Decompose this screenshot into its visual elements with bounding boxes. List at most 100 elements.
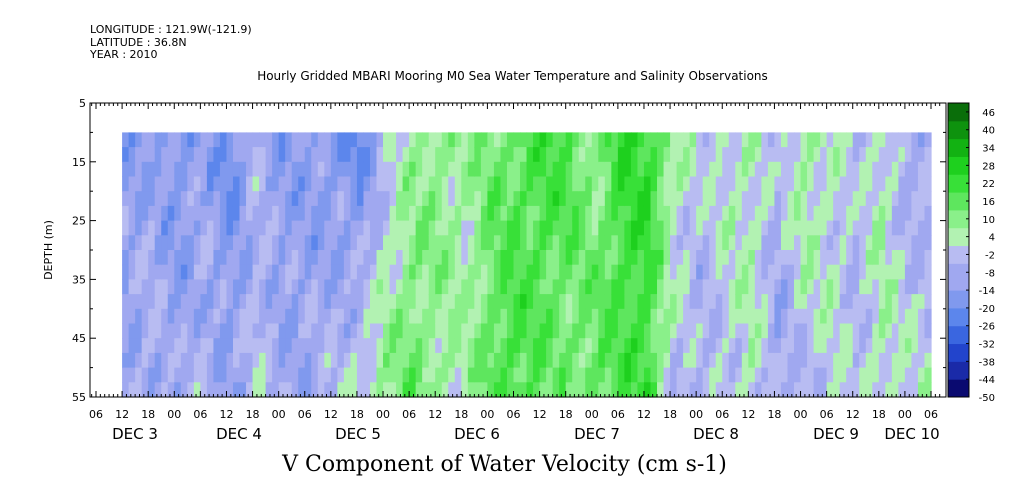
- heatmap-cell: [193, 132, 201, 148]
- heatmap-cell: [904, 338, 913, 354]
- heatmap-cell: [369, 147, 378, 163]
- heatmap-cell: [774, 191, 782, 207]
- heatmap-cell: [878, 323, 886, 339]
- colorbar-label: -50: [979, 393, 995, 404]
- heatmap-cell: [200, 147, 208, 163]
- heatmap-cell: [539, 367, 547, 383]
- heatmap-cell: [891, 147, 899, 163]
- heatmap-cell: [728, 191, 736, 207]
- heatmap-cell: [135, 220, 143, 236]
- heatmap-cell: [454, 191, 462, 207]
- heatmap-cell: [715, 132, 723, 148]
- heatmap-cell: [252, 323, 260, 339]
- heatmap-cell: [898, 132, 906, 148]
- heatmap-cell: [454, 147, 462, 163]
- heatmap-cell: [232, 176, 241, 192]
- heatmap-cell: [298, 205, 306, 222]
- heatmap-cell: [265, 250, 273, 266]
- heatmap-cell: [904, 132, 913, 148]
- heatmap-cell: [800, 279, 808, 295]
- heatmap-cell: [376, 338, 384, 354]
- heatmap-cell: [800, 338, 808, 354]
- heatmap-cell: [246, 382, 254, 398]
- heatmap-cell: [709, 308, 717, 325]
- heatmap-cell: [304, 191, 312, 207]
- x-day-label: DEC 4: [216, 425, 262, 443]
- colorbar-band: [948, 272, 969, 282]
- heatmap-cell: [324, 279, 332, 295]
- heatmap-cell: [689, 352, 697, 369]
- heatmap-cell: [754, 264, 762, 280]
- heatmap-cell: [128, 382, 136, 398]
- heatmap-cell: [422, 161, 430, 178]
- heatmap-cell: [539, 191, 547, 207]
- heatmap-cell: [859, 338, 867, 354]
- heatmap-cell: [878, 161, 886, 178]
- heatmap-cell: [859, 250, 867, 266]
- heatmap-cell: [435, 161, 443, 178]
- heatmap-cell: [754, 220, 762, 236]
- heatmap-cell: [141, 308, 149, 325]
- heatmap-cell: [193, 323, 201, 339]
- heatmap-cell: [435, 382, 443, 398]
- heatmap-cell: [520, 161, 528, 178]
- heatmap-cell: [715, 308, 723, 325]
- heatmap-cell: [774, 338, 782, 354]
- heatmap-cell: [239, 294, 247, 310]
- heatmap-cell: [402, 132, 410, 148]
- heatmap-cell: [852, 220, 860, 236]
- heatmap-cell: [539, 147, 547, 163]
- heatmap-cell: [670, 367, 678, 383]
- heatmap-cell: [285, 338, 293, 354]
- heatmap-cell: [461, 191, 469, 207]
- heatmap-cell: [272, 220, 280, 236]
- heatmap-cell: [917, 382, 926, 398]
- heatmap-cell: [891, 191, 899, 207]
- heatmap-cell: [122, 191, 130, 207]
- heatmap-cell: [311, 294, 319, 310]
- heatmap-cell: [141, 352, 149, 369]
- heatmap-cell: [285, 205, 293, 222]
- heatmap-cell: [787, 132, 795, 148]
- heatmap-cell: [409, 250, 417, 266]
- heatmap-cell: [872, 176, 880, 192]
- heatmap-cell: [285, 235, 293, 251]
- heatmap-cell: [637, 338, 645, 354]
- heatmap-cell: [174, 279, 182, 295]
- heatmap-cell: [435, 338, 443, 354]
- heatmap-cell: [650, 323, 658, 339]
- heatmap-cell: [324, 250, 332, 266]
- heatmap-cell: [219, 308, 228, 325]
- heatmap-cell: [193, 294, 201, 310]
- heatmap-cell: [206, 294, 215, 310]
- heatmap-cell: [852, 264, 860, 280]
- heatmap-cell: [291, 308, 299, 325]
- heatmap-cell: [389, 132, 397, 148]
- heatmap-cell: [591, 191, 599, 207]
- heatmap-cell: [500, 338, 508, 354]
- heatmap-cell: [285, 367, 293, 383]
- heatmap-cell: [787, 323, 795, 339]
- heatmap-cell: [715, 264, 723, 280]
- heatmap-cell: [891, 205, 899, 222]
- heatmap-cell: [226, 279, 234, 295]
- heatmap-cell: [865, 279, 873, 295]
- heatmap-cell: [122, 382, 130, 398]
- heatmap-cell: [493, 367, 502, 383]
- heatmap-cell: [911, 132, 919, 148]
- heatmap-cell: [630, 220, 639, 236]
- heatmap-cell: [833, 161, 841, 178]
- heatmap-cell: [585, 161, 593, 178]
- heatmap-cell: [533, 323, 541, 339]
- heatmap-cell: [272, 367, 280, 383]
- heatmap-cell: [252, 161, 260, 178]
- heatmap-cell: [422, 279, 430, 295]
- heatmap-cell: [787, 250, 795, 266]
- heatmap-cell: [376, 382, 384, 398]
- heatmap-cell: [200, 367, 208, 383]
- heatmap-cell: [663, 205, 671, 222]
- heatmap-cell: [715, 161, 723, 178]
- heatmap-cell: [448, 132, 456, 148]
- heatmap-cell: [383, 367, 391, 383]
- heatmap-cell: [650, 308, 658, 325]
